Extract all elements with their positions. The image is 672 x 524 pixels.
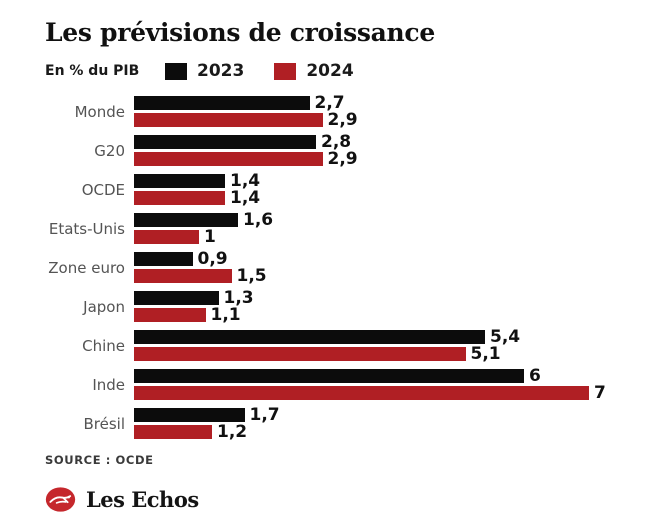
bar-group: 1,7 1,2 <box>134 405 280 442</box>
category-label: G20 <box>94 141 125 160</box>
legend-label: 2024 <box>306 61 354 81</box>
value-label: 1,3 <box>223 288 254 308</box>
bar-group: 1,6 1 <box>134 210 274 247</box>
value-label: 2,8 <box>321 132 352 152</box>
bar-line: 5,4 <box>134 327 521 347</box>
legend-item-2023: 2023 <box>165 61 244 81</box>
page-title: Les prévisions de croissance <box>45 18 435 47</box>
value-label: 5,1 <box>470 344 501 364</box>
category-label: Monde <box>74 102 125 121</box>
chart-row: G20 2,8 2,9 <box>45 132 652 169</box>
bar-line: 5,1 <box>134 344 520 364</box>
bar-chart: Monde 2,7 2,9 G20 2,8 2,9 OCDE 1,4 1,4 Etats-Unis… <box>45 93 652 442</box>
bar-line: 2,7 <box>134 93 358 113</box>
value-label: 6 <box>529 366 541 386</box>
lesechos-logo: Les Echos <box>45 486 652 513</box>
bar-line: 2,8 <box>134 132 358 152</box>
category-label: Japon <box>83 297 125 316</box>
value-label: 1,6 <box>243 210 274 230</box>
unit-label: En % du PIB <box>45 63 140 79</box>
bar-2024 <box>134 386 589 400</box>
bar-group: 0,9 1,5 <box>134 249 267 286</box>
value-label: 1,5 <box>236 266 267 286</box>
bar-2023 <box>134 213 238 227</box>
legend-label: 2023 <box>197 61 245 81</box>
value-label: 1,7 <box>249 405 280 425</box>
chart-row: Inde 6 7 <box>45 366 652 403</box>
bar-2023 <box>134 252 193 266</box>
chart-row: Brésil 1,7 1,2 <box>45 405 652 442</box>
bar-2024 <box>134 269 232 283</box>
category-label: Inde <box>92 375 125 394</box>
category-label: Etats-Unis <box>48 219 125 238</box>
bar-2023 <box>134 408 245 422</box>
chart-row: Japon 1,3 1,1 <box>45 288 652 325</box>
bar-2023 <box>134 369 524 383</box>
value-label: 1,2 <box>217 422 248 442</box>
chart-row: OCDE 1,4 1,4 <box>45 171 652 208</box>
bar-2024 <box>134 425 212 439</box>
bar-group: 1,4 1,4 <box>134 171 261 208</box>
bar-line: 0,9 <box>134 249 267 269</box>
bar-line: 1,4 <box>134 171 261 191</box>
bar-line: 6 <box>134 366 606 386</box>
bar-line: 7 <box>134 383 606 403</box>
value-label: 1,4 <box>230 171 261 191</box>
value-label: 5,4 <box>490 327 521 347</box>
bar-line: 1,6 <box>134 210 274 230</box>
bar-2024 <box>134 152 323 166</box>
value-label: 2,7 <box>314 93 345 113</box>
bar-2023 <box>134 135 316 149</box>
legend: En % du PIB 2023 2024 <box>45 61 652 81</box>
source-note: SOURCE : OCDE <box>45 453 154 467</box>
value-label: 0,9 <box>197 249 228 269</box>
bar-line: 1 <box>134 227 273 247</box>
bar-2024 <box>134 230 199 244</box>
bar-2024 <box>134 113 323 127</box>
bar-2024 <box>134 308 206 322</box>
category-label: Zone euro <box>48 258 125 277</box>
value-label: 1,1 <box>210 305 241 325</box>
value-label: 2,9 <box>327 110 358 130</box>
category-label: OCDE <box>81 180 125 199</box>
value-label: 1 <box>204 227 216 247</box>
bar-line: 1,5 <box>134 266 267 286</box>
bar-2023 <box>134 291 219 305</box>
bar-group: 1,3 1,1 <box>134 288 254 325</box>
chart-row: Monde 2,7 2,9 <box>45 93 652 130</box>
bar-2023 <box>134 96 310 110</box>
lesechos-logo-text: Les Echos <box>86 487 199 512</box>
bar-2023 <box>134 330 485 344</box>
lesechos-bird-icon <box>45 487 76 512</box>
bar-group: 2,8 2,9 <box>134 132 358 169</box>
bar-line: 1,3 <box>134 288 254 308</box>
bar-line: 1,7 <box>134 405 280 425</box>
bar-2024 <box>134 347 466 361</box>
bar-2023 <box>134 174 225 188</box>
chart-row: Etats-Unis 1,6 1 <box>45 210 652 247</box>
bar-line: 2,9 <box>134 110 358 130</box>
legend-swatch-2023 <box>165 62 187 80</box>
bar-2024 <box>134 191 225 205</box>
bar-line: 2,9 <box>134 149 358 169</box>
bar-line: 1,1 <box>134 305 254 325</box>
value-label: 1,4 <box>230 188 261 208</box>
legend-swatch-2024 <box>274 62 297 80</box>
value-label: 7 <box>594 383 606 403</box>
chart-row: Zone euro 0,9 1,5 <box>45 249 652 286</box>
chart-row: Chine 5,4 5,1 <box>45 327 652 364</box>
bar-group: 2,7 2,9 <box>134 93 358 130</box>
bar-line: 1,4 <box>134 188 261 208</box>
bar-line: 1,2 <box>134 422 280 442</box>
legend-item-2024: 2024 <box>274 61 354 81</box>
category-label: Chine <box>82 336 125 355</box>
value-label: 2,9 <box>327 149 358 169</box>
bar-group: 5,4 5,1 <box>134 327 521 364</box>
category-label: Brésil <box>83 414 125 433</box>
